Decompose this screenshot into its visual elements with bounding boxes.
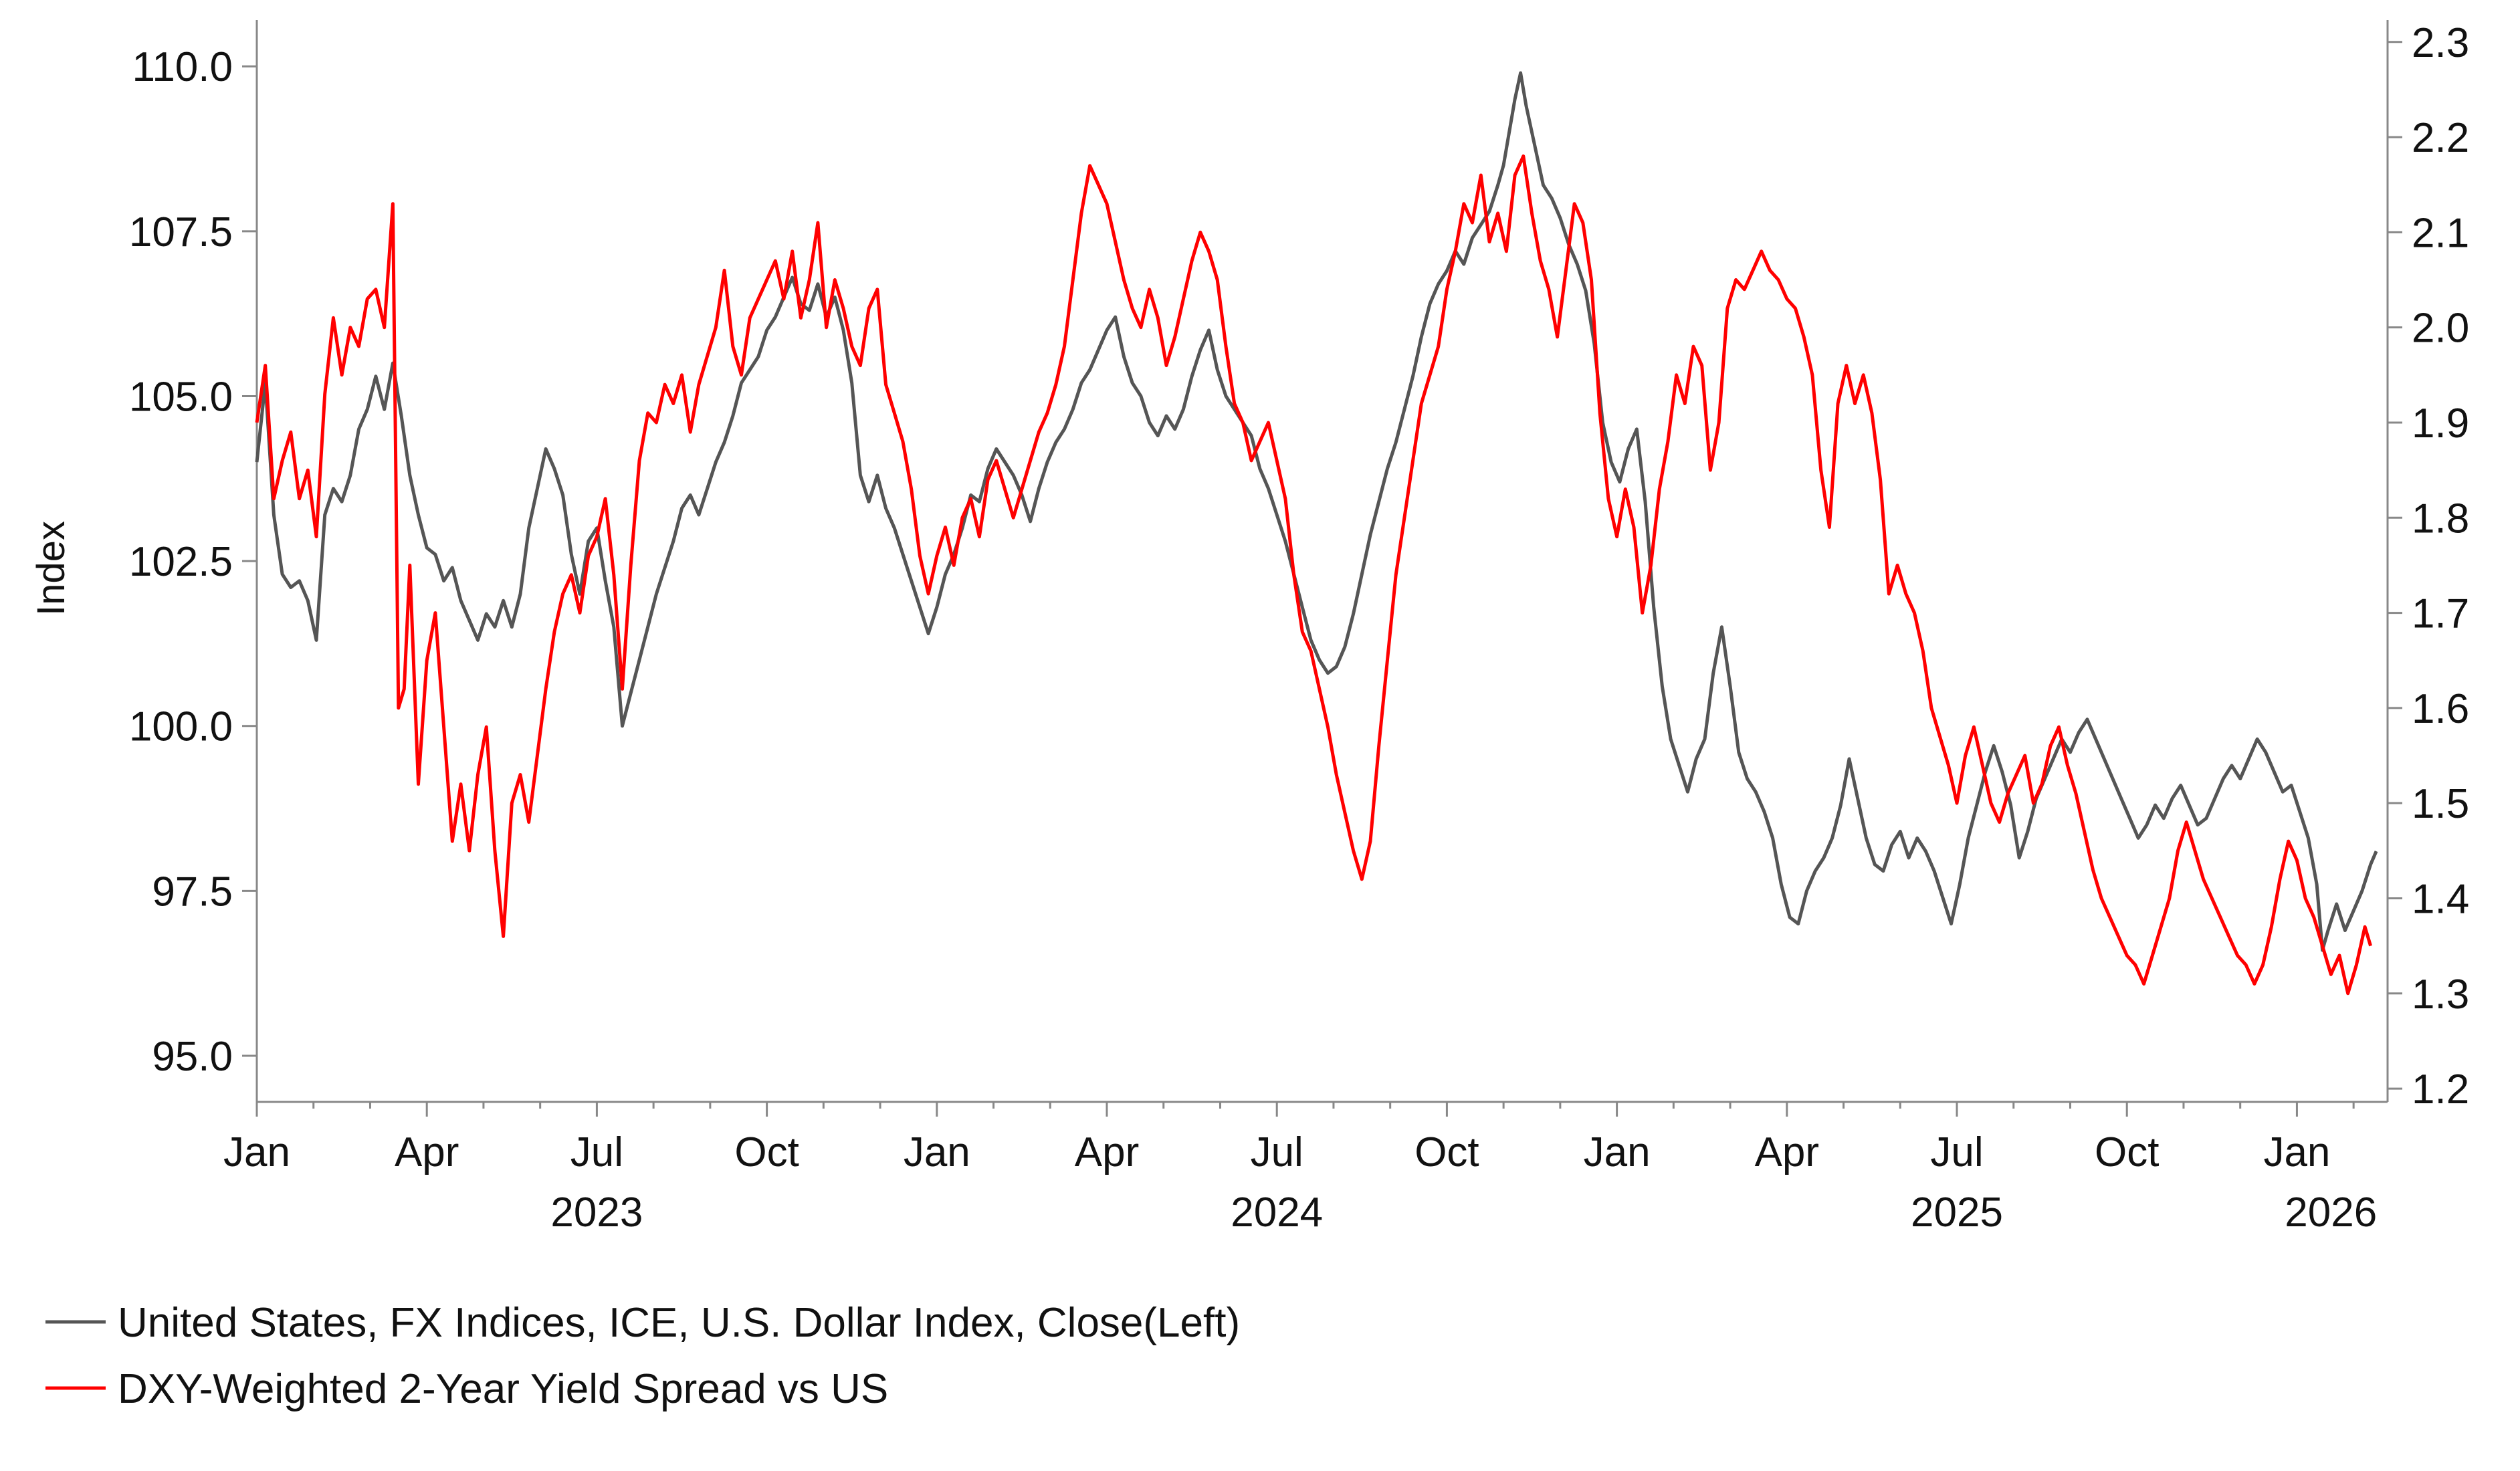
right-y-axis: 1.2 1.3 1.4 1.5 1.6 1.7 1.8 1.9 2.0 2.1 2.2 2.3 — [2388, 20, 2469, 1113]
series-layer — [255, 71, 2378, 996]
right-tick-label: 1.2 — [2412, 1066, 2469, 1113]
right-tick-label: 2.2 — [2412, 115, 2469, 161]
x-month-label: Oct — [2095, 1129, 2159, 1175]
left-tick-label: 102.5 — [129, 539, 233, 585]
left-tick-label: 105.0 — [129, 374, 233, 420]
right-tick-label: 1.6 — [2412, 686, 2469, 732]
left-tick-label: 95.0 — [152, 1034, 233, 1080]
x-year-label: 2026 — [2285, 1190, 2377, 1236]
x-month-label: Oct — [734, 1129, 799, 1175]
left-tick-label: 97.5 — [152, 869, 233, 915]
series-line-usd-index — [255, 71, 2378, 952]
right-tick-label: 1.7 — [2412, 591, 2469, 637]
x-month-label: Jul — [1930, 1129, 1983, 1175]
x-month-label: Apr — [395, 1129, 459, 1175]
x-month-label: Apr — [1075, 1129, 1139, 1175]
right-tick-label: 1.3 — [2412, 972, 2469, 1018]
right-tick-label: 1.4 — [2412, 876, 2469, 922]
x-month-label: Jul — [570, 1129, 623, 1175]
legend-label-yield-spread: DXY-Weighted 2-Year Yield Spread vs US — [118, 1366, 888, 1412]
right-tick-label: 1.8 — [2412, 495, 2469, 542]
x-year-label: 2023 — [550, 1190, 643, 1236]
right-tick-label: 1.9 — [2412, 401, 2469, 447]
x-month-label: Jan — [2263, 1129, 2330, 1175]
x-month-label: Apr — [1755, 1129, 1819, 1175]
x-year-label: 2024 — [1231, 1190, 1323, 1236]
right-tick-label: 1.5 — [2412, 781, 2469, 827]
series-line-yield-spread — [255, 154, 2372, 996]
x-month-label: Jan — [904, 1129, 970, 1175]
x-axis: Jan Apr Jul Oct Jan Apr Jul Oct Jan Apr Jul Oct Jan 2… — [223, 1102, 2377, 1236]
right-tick-label: 2.1 — [2412, 210, 2469, 256]
left-y-axis: 95.0 97.5 100.0 102.5 105.0 107.5 110.0 — [129, 44, 257, 1080]
legend: United States, FX Indices, ICE, U.S. Dol… — [45, 1300, 1240, 1412]
x-month-label: Jan — [223, 1129, 290, 1175]
x-month-label: Jan — [1584, 1129, 1651, 1175]
left-y-axis-title: Index — [29, 521, 73, 616]
legend-label-usd-index: United States, FX Indices, ICE, U.S. Dol… — [118, 1300, 1240, 1346]
x-year-label: 2025 — [1911, 1190, 2003, 1236]
left-tick-label: 100.0 — [129, 704, 233, 750]
left-tick-label: 107.5 — [129, 209, 233, 255]
chart-frame — [255, 20, 2389, 1103]
left-tick-label: 110.0 — [132, 44, 233, 90]
right-tick-label: 2.0 — [2412, 306, 2469, 352]
x-month-label: Oct — [1414, 1129, 1479, 1175]
right-tick-label: 2.3 — [2412, 20, 2469, 66]
x-month-label: Jul — [1251, 1129, 1303, 1175]
